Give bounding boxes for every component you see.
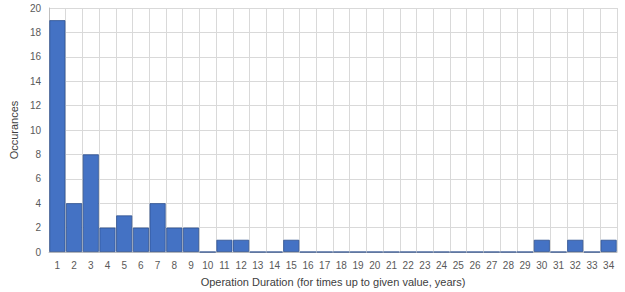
svg-text:10: 10 [202,260,214,271]
svg-text:12: 12 [30,100,42,111]
svg-text:23: 23 [419,260,431,271]
svg-text:11: 11 [219,260,230,271]
svg-text:1: 1 [55,260,61,271]
svg-text:16: 16 [302,260,314,271]
svg-text:27: 27 [486,260,498,271]
svg-text:13: 13 [252,260,264,271]
svg-text:12: 12 [236,260,248,271]
svg-text:4: 4 [105,260,111,271]
svg-text:10: 10 [30,125,42,136]
svg-text:2: 2 [71,260,77,271]
svg-text:0: 0 [35,247,41,258]
svg-text:22: 22 [403,260,415,271]
svg-text:26: 26 [469,260,481,271]
svg-text:16: 16 [30,51,42,62]
svg-text:14: 14 [269,260,281,271]
svg-text:28: 28 [503,260,515,271]
svg-text:8: 8 [35,149,41,160]
svg-text:31: 31 [553,260,565,271]
svg-text:20: 20 [369,260,381,271]
svg-text:9: 9 [188,260,194,271]
svg-text:8: 8 [172,260,178,271]
svg-text:30: 30 [536,260,548,271]
svg-text:2: 2 [35,222,41,233]
svg-text:32: 32 [570,260,582,271]
svg-text:5: 5 [121,260,127,271]
svg-text:14: 14 [30,76,42,87]
svg-text:33: 33 [586,260,598,271]
svg-text:25: 25 [453,260,465,271]
svg-text:19: 19 [353,260,365,271]
svg-text:4: 4 [35,198,41,209]
svg-text:Occurances: Occurances [8,100,20,159]
svg-text:34: 34 [603,260,615,271]
svg-text:24: 24 [436,260,448,271]
svg-text:7: 7 [155,260,161,271]
svg-text:18: 18 [336,260,348,271]
svg-text:20: 20 [30,3,42,14]
svg-text:21: 21 [386,260,398,271]
svg-text:Operation Duration (for times: Operation Duration (for times up to give… [201,276,466,288]
svg-text:6: 6 [138,260,144,271]
svg-text:6: 6 [35,173,41,184]
svg-text:15: 15 [286,260,298,271]
svg-text:18: 18 [30,27,42,38]
svg-text:29: 29 [520,260,532,271]
svg-text:3: 3 [88,260,94,271]
svg-text:17: 17 [319,260,331,271]
